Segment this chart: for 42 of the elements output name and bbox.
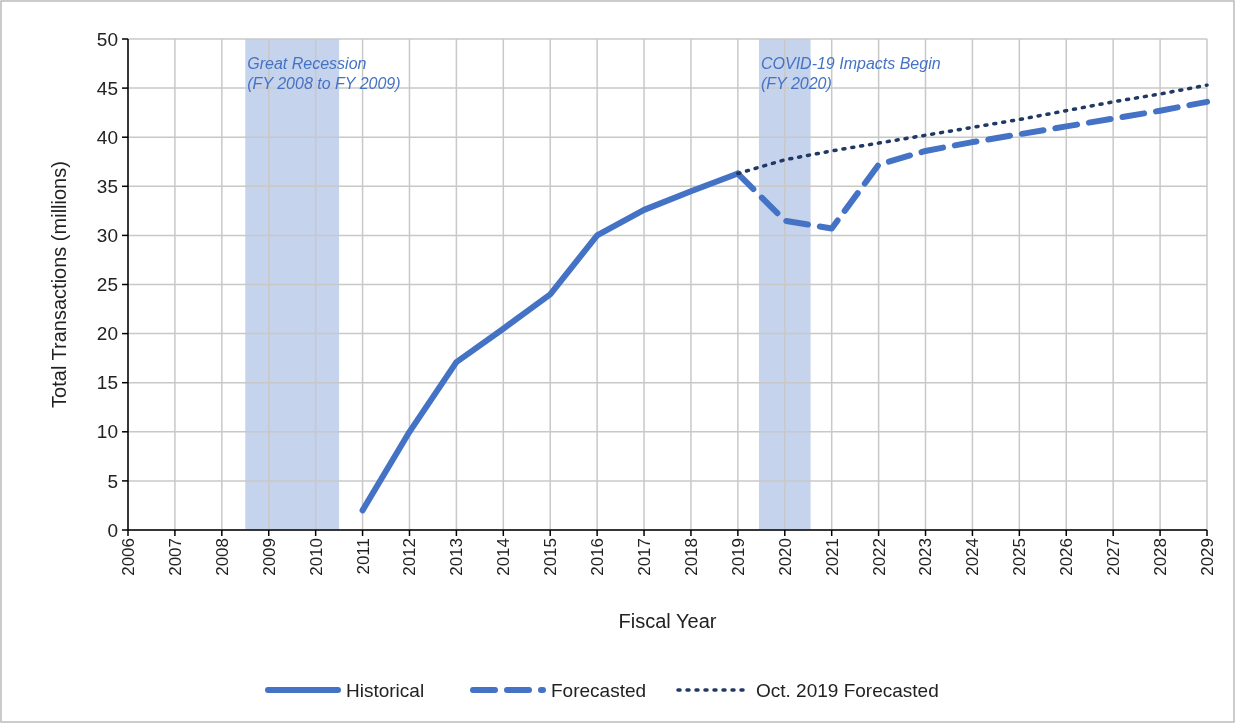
- y-tick-label: 35: [96, 175, 118, 197]
- x-tick-label: 2021: [822, 538, 842, 576]
- x-axis-title: Fiscal Year: [618, 610, 717, 632]
- legend-label: Historical: [346, 680, 425, 701]
- x-tick-label: 2008: [212, 538, 232, 576]
- x-tick-label: 2020: [775, 538, 795, 576]
- x-tick-label: 2009: [259, 538, 279, 576]
- x-tick-label: 2027: [1104, 538, 1124, 576]
- x-tick-label: 2010: [306, 538, 326, 576]
- y-axis-title: Total Transactions (millions): [48, 161, 70, 408]
- y-tick-label: 5: [107, 470, 118, 492]
- x-tick-label: 2028: [1151, 538, 1171, 576]
- legend-label: Forecasted: [551, 680, 647, 701]
- y-tick-label: 10: [96, 421, 118, 443]
- x-tick-label: 2025: [1010, 538, 1030, 576]
- x-tick-label: 2014: [494, 538, 514, 576]
- x-tick-label: 2029: [1197, 538, 1217, 576]
- x-tick-label: 2015: [541, 538, 561, 576]
- legend-label: Oct. 2019 Forecasted: [756, 680, 939, 701]
- x-tick-label: 2013: [447, 538, 467, 576]
- x-tick-label: 2016: [588, 538, 608, 576]
- x-tick-label: 2022: [869, 538, 889, 576]
- x-tick-label: 2012: [400, 538, 420, 576]
- x-tick-label: 2011: [353, 538, 373, 575]
- x-tick-label: 2019: [728, 538, 748, 576]
- band-label: Great Recession (FY 2008 to FY 2009): [247, 55, 401, 92]
- x-tick-label: 2026: [1057, 538, 1077, 576]
- x-tick-label: 2024: [963, 538, 983, 576]
- y-tick-label: 20: [96, 323, 118, 345]
- y-tick-label: 45: [96, 77, 118, 99]
- y-tick-label: 15: [96, 372, 118, 394]
- band-label: COVID-19 Impacts Begin (FY 2020): [760, 55, 941, 92]
- x-tick-label: 2006: [118, 538, 138, 576]
- y-tick-label: 0: [107, 519, 118, 541]
- x-tick-label: 2023: [916, 538, 936, 576]
- y-tick-label: 25: [96, 274, 118, 296]
- y-tick-label: 30: [96, 225, 118, 247]
- y-tick-label: 40: [96, 126, 118, 148]
- x-tick-label: 2018: [681, 538, 701, 576]
- x-tick-label: 2007: [165, 538, 185, 576]
- y-tick-label: 50: [96, 28, 118, 50]
- x-tick-label: 2017: [634, 538, 654, 576]
